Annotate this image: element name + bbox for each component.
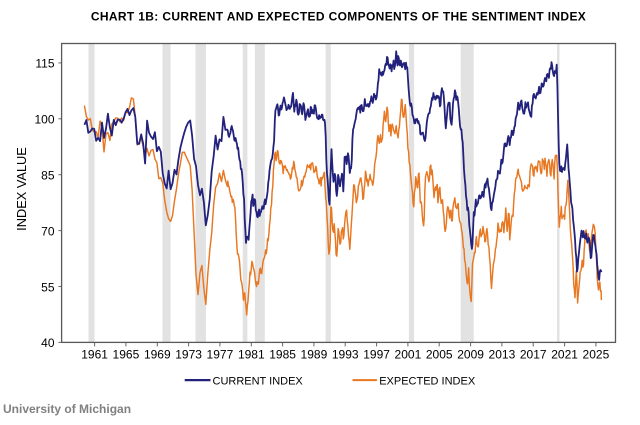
- svg-text:1973: 1973: [175, 348, 202, 362]
- svg-text:1993: 1993: [332, 348, 359, 362]
- svg-text:55: 55: [41, 280, 55, 294]
- svg-text:85: 85: [41, 169, 55, 183]
- svg-text:2017: 2017: [520, 348, 547, 362]
- svg-text:2021: 2021: [551, 348, 578, 362]
- svg-text:70: 70: [41, 224, 55, 238]
- svg-text:EXPECTED INDEX: EXPECTED INDEX: [379, 376, 476, 388]
- svg-text:40: 40: [41, 336, 55, 350]
- svg-text:CHART 1B: CURRENT AND EXPECTED: CHART 1B: CURRENT AND EXPECTED COMPONENT…: [91, 10, 586, 24]
- svg-text:1997: 1997: [363, 348, 390, 362]
- svg-text:CURRENT INDEX: CURRENT INDEX: [213, 376, 304, 388]
- svg-text:100: 100: [34, 113, 54, 127]
- svg-text:2025: 2025: [583, 348, 610, 362]
- svg-text:1989: 1989: [301, 348, 328, 362]
- svg-text:University of Michigan: University of Michigan: [3, 402, 131, 416]
- svg-text:2001: 2001: [395, 348, 422, 362]
- svg-text:2013: 2013: [489, 348, 516, 362]
- svg-text:2005: 2005: [426, 348, 453, 362]
- svg-text:1961: 1961: [81, 348, 108, 362]
- svg-text:1977: 1977: [207, 348, 234, 362]
- svg-text:2009: 2009: [457, 348, 484, 362]
- svg-text:1981: 1981: [238, 348, 265, 362]
- svg-text:1985: 1985: [269, 348, 296, 362]
- svg-text:1969: 1969: [144, 348, 171, 362]
- svg-text:115: 115: [35, 57, 54, 71]
- svg-text:1965: 1965: [113, 348, 140, 362]
- svg-text:INDEX VALUE: INDEX VALUE: [14, 147, 29, 231]
